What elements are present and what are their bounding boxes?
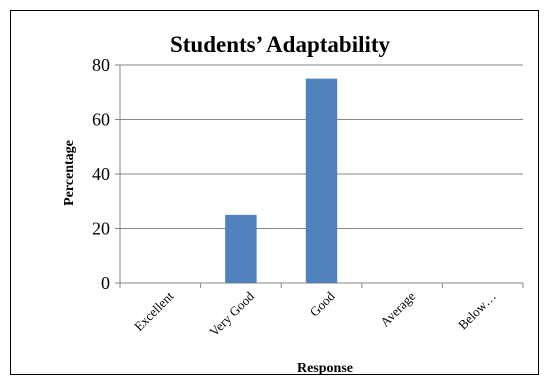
y-tick-label: 60 bbox=[92, 110, 110, 130]
bar-good bbox=[305, 78, 338, 283]
y-tick-label: 0 bbox=[101, 273, 110, 293]
x-category-labels: Excellent Very Good Good Average Below… bbox=[131, 288, 499, 339]
bars bbox=[225, 78, 338, 283]
x-category-label: Good bbox=[307, 288, 338, 319]
chart-frame bbox=[10, 10, 539, 375]
y-axis-label: Percentage bbox=[62, 140, 77, 206]
x-category-label: Average bbox=[377, 288, 418, 329]
bar-very-good bbox=[225, 214, 257, 283]
y-tick-label: 20 bbox=[92, 219, 110, 239]
x-category-label: Excellent bbox=[131, 288, 177, 334]
chart-title: Students’ Adaptability bbox=[170, 32, 391, 57]
y-tick-label: 80 bbox=[92, 55, 110, 75]
x-category-label: Below… bbox=[455, 289, 499, 333]
x-axis-label: Response bbox=[297, 361, 353, 376]
y-tick-label: 40 bbox=[92, 164, 110, 184]
y-tick-labels: 0 20 40 60 80 bbox=[92, 55, 110, 293]
x-category-label: Very Good bbox=[206, 288, 257, 339]
